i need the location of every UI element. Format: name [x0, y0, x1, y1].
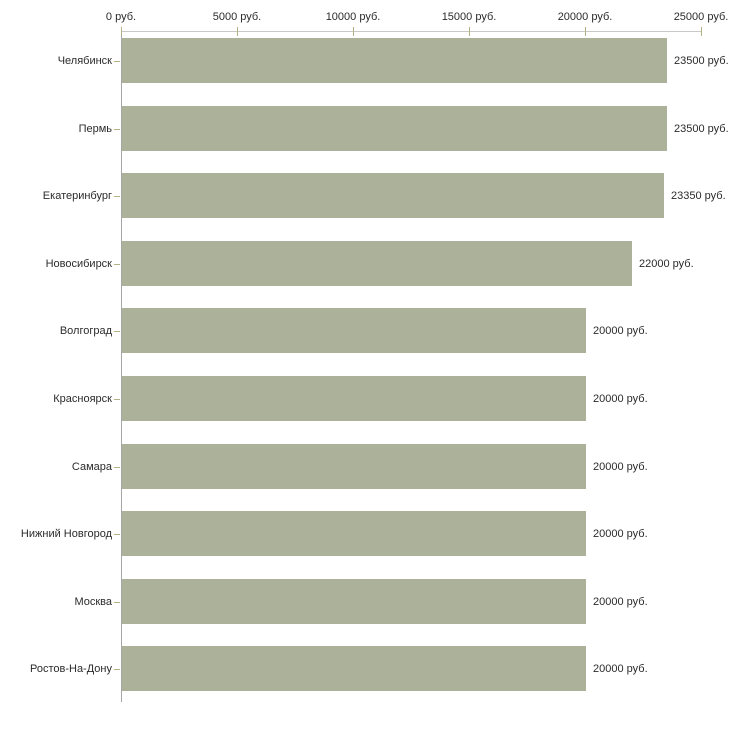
x-axis-tick-mark — [353, 27, 354, 36]
value-label: 20000 руб. — [593, 528, 648, 540]
bar-1 — [122, 38, 667, 83]
category-label: Пермь — [78, 123, 112, 135]
x-axis-tick-label: 20000 руб. — [557, 11, 613, 23]
bar-4 — [122, 241, 632, 286]
bar-5 — [122, 308, 586, 353]
bar-8 — [122, 511, 586, 556]
x-axis-line — [121, 31, 702, 32]
category-tick-mark — [114, 331, 120, 332]
category-tick-mark — [114, 669, 120, 670]
x-axis-tick-mark — [701, 27, 702, 36]
value-label: 23500 руб. — [674, 123, 729, 135]
category-label: Красноярск — [53, 393, 112, 405]
value-label: 22000 руб. — [639, 258, 694, 270]
value-label: 20000 руб. — [593, 596, 648, 608]
category-tick-mark — [114, 61, 120, 62]
value-label: 23500 руб. — [674, 55, 729, 67]
category-label: Новосибирск — [45, 258, 112, 270]
category-tick-mark — [114, 602, 120, 603]
category-tick-mark — [114, 399, 120, 400]
category-label: Ростов-На-Дону — [29, 663, 112, 675]
x-axis-tick-label: 5000 руб. — [212, 11, 262, 23]
value-label: 20000 руб. — [593, 393, 648, 405]
x-axis-tick-label: 15000 руб. — [441, 11, 497, 23]
x-axis-tick-mark — [121, 27, 122, 36]
value-label: 20000 руб. — [593, 325, 648, 337]
x-axis-tick-label: 0 руб. — [105, 11, 137, 23]
value-label: 23350 руб. — [671, 190, 726, 202]
category-label: Челябинск — [57, 55, 112, 67]
x-axis-tick-mark — [585, 27, 586, 36]
bar-10 — [122, 646, 586, 691]
x-axis-tick-mark — [237, 27, 238, 36]
category-label: Волгоград — [59, 325, 112, 337]
bar-6 — [122, 376, 586, 421]
category-tick-mark — [114, 129, 120, 130]
category-label: Москва — [74, 596, 112, 608]
category-tick-mark — [114, 534, 120, 535]
bar-9 — [122, 579, 586, 624]
value-label: 20000 руб. — [593, 461, 648, 473]
x-axis-tick-label: 25000 руб. — [673, 11, 729, 23]
category-label: Самара — [71, 461, 112, 473]
category-label: Нижний Новгород — [20, 528, 112, 540]
category-tick-mark — [114, 467, 120, 468]
bar-3 — [122, 173, 664, 218]
value-label: 20000 руб. — [593, 663, 648, 675]
category-label: Екатеринбург — [42, 190, 112, 202]
category-tick-mark — [114, 264, 120, 265]
bar-7 — [122, 444, 586, 489]
x-axis-tick-mark — [469, 27, 470, 36]
category-tick-mark — [114, 196, 120, 197]
x-axis-tick-label: 10000 руб. — [325, 11, 381, 23]
bar-2 — [122, 106, 667, 151]
y-axis-line — [121, 31, 122, 702]
